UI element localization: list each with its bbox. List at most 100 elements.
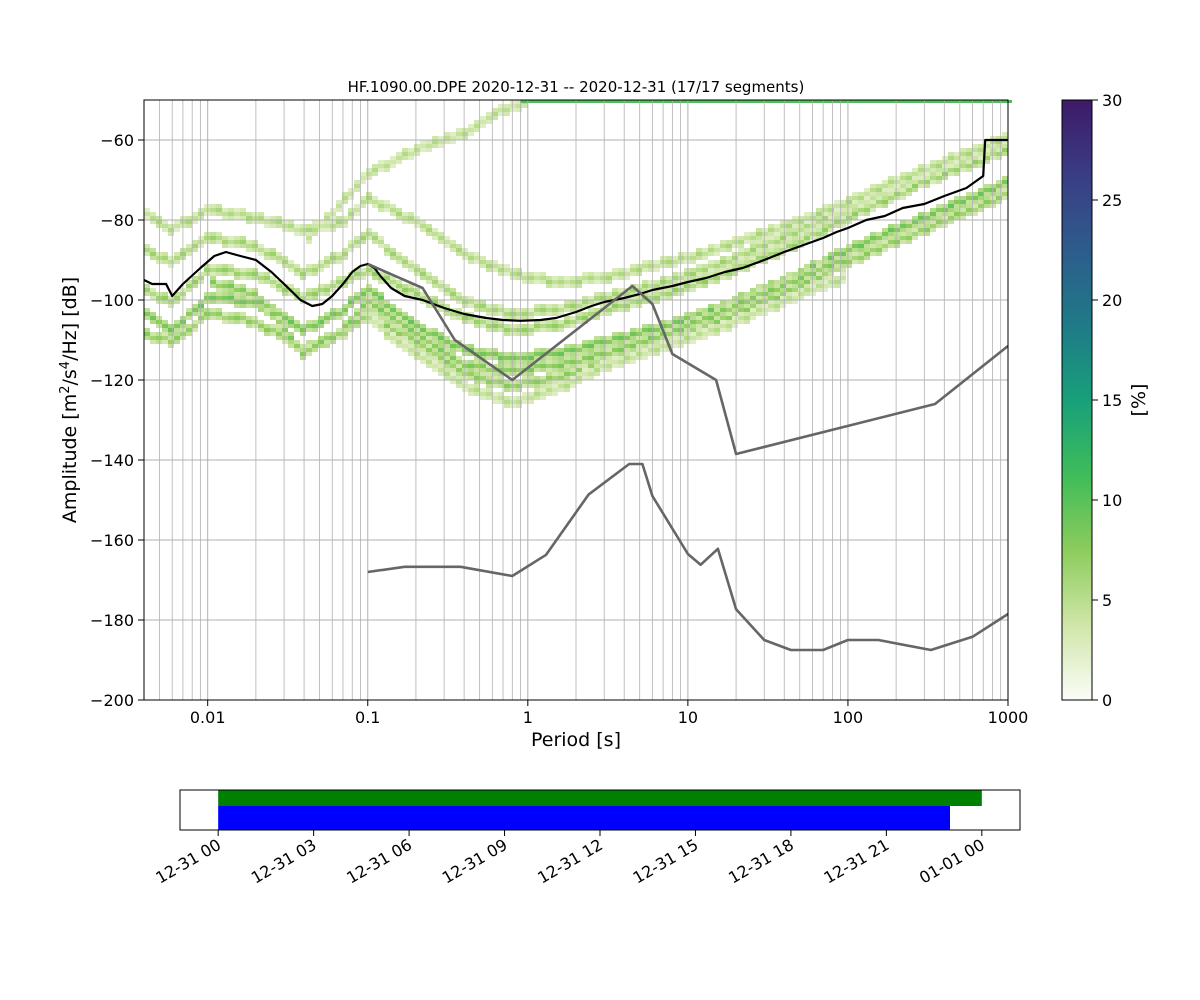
psd-cell	[372, 296, 378, 300]
psd-cell	[498, 384, 504, 388]
psd-cell	[462, 368, 468, 372]
psd-cell	[378, 272, 384, 276]
psd-cell	[826, 100, 832, 103]
colorbar-tick-label: 10	[1102, 491, 1122, 510]
psd-cell	[684, 252, 690, 256]
psd-cell	[558, 304, 564, 308]
psd-cell	[486, 328, 492, 332]
psd-cell	[588, 312, 594, 316]
psd-cell	[534, 272, 540, 276]
psd-cell	[330, 316, 336, 320]
psd-cell	[300, 296, 306, 300]
psd-cell	[762, 228, 768, 232]
psd-cell	[618, 276, 624, 280]
psd-cell	[786, 292, 792, 296]
psd-cell	[822, 224, 828, 228]
psd-cell	[276, 216, 282, 220]
psd-cell	[720, 244, 726, 248]
psd-cell	[156, 320, 162, 324]
psd-cell	[228, 300, 234, 304]
psd-cell	[984, 192, 990, 196]
psd-cell	[912, 232, 918, 236]
psd-cell	[642, 332, 648, 336]
psd-cell	[948, 208, 954, 212]
psd-cell	[750, 236, 756, 240]
psd-cell	[498, 368, 504, 372]
psd-cell	[786, 236, 792, 240]
psd-cell	[306, 292, 312, 296]
psd-cell	[810, 268, 816, 272]
psd-cell	[816, 216, 822, 220]
psd-cell	[702, 316, 708, 320]
psd-cell	[252, 304, 258, 308]
psd-cell	[480, 300, 486, 304]
psd-cell	[726, 300, 732, 304]
psd-cell	[270, 312, 276, 316]
psd-cell	[222, 272, 228, 276]
psd-cell	[504, 324, 510, 328]
psd-cell	[480, 264, 486, 268]
psd-cell	[330, 252, 336, 256]
psd-cell	[762, 240, 768, 244]
psd-cell	[174, 332, 180, 336]
psd-cell	[954, 156, 960, 160]
psd-cell	[432, 232, 438, 236]
psd-cell	[708, 248, 714, 252]
psd-cell	[942, 224, 948, 228]
psd-cell	[282, 336, 288, 340]
psd-cell	[222, 312, 228, 316]
psd-cell	[456, 356, 462, 360]
psd-cell	[624, 332, 630, 336]
psd-cell	[856, 100, 862, 103]
psd-cell	[882, 244, 888, 248]
psd-cell	[264, 224, 270, 228]
psd-cell	[540, 304, 546, 308]
psd-cell	[588, 356, 594, 360]
psd-cell	[516, 364, 522, 368]
psd-cell	[552, 312, 558, 316]
psd-cell	[330, 216, 336, 220]
psd-cell	[336, 208, 342, 212]
psd-cell	[564, 388, 570, 392]
psd-cell	[330, 288, 336, 292]
psd-cell	[622, 100, 628, 103]
psd-cell	[270, 304, 276, 308]
psd-cell	[510, 380, 516, 384]
psd-cell	[732, 300, 738, 304]
psd-cell	[444, 132, 450, 136]
psd-cell	[366, 284, 372, 288]
psd-cell	[858, 204, 864, 208]
psd-cell	[678, 276, 684, 280]
psd-cell	[600, 304, 606, 308]
psd-cell	[672, 276, 678, 280]
psd-cell	[900, 196, 906, 200]
psd-cell	[438, 364, 444, 368]
psd-cell	[402, 148, 408, 152]
psd-cell	[684, 316, 690, 320]
psd-cell	[972, 212, 978, 216]
psd-cell	[480, 388, 486, 392]
psd-cell	[726, 328, 732, 332]
psd-cell	[240, 292, 246, 296]
psd-cell	[606, 352, 612, 356]
psd-cell	[786, 296, 792, 300]
psd-cell	[420, 344, 426, 348]
psd-cell	[906, 236, 912, 240]
psd-cell	[900, 188, 906, 192]
psd-cell	[288, 228, 294, 232]
psd-cell	[246, 296, 252, 300]
psd-cell	[732, 312, 738, 316]
psd-cell	[468, 296, 474, 300]
psd-cell	[648, 292, 654, 296]
psd-cell	[402, 344, 408, 348]
psd-cell	[516, 108, 522, 112]
psd-cell	[948, 168, 954, 172]
psd-cell	[366, 312, 372, 316]
psd-cell	[516, 352, 522, 356]
psd-cell	[384, 164, 390, 168]
psd-cell	[528, 332, 534, 336]
timeline-tick-label: 12-31 00	[152, 835, 224, 887]
psd-cell	[924, 172, 930, 176]
psd-cell	[282, 224, 288, 228]
psd-cell	[336, 276, 342, 280]
